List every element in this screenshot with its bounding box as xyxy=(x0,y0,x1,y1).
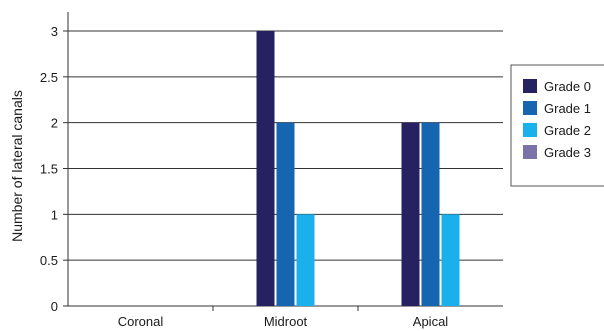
y-tick-label: 0.5 xyxy=(40,253,58,268)
y-axis-title: Number of lateral canals xyxy=(9,90,25,242)
x-axis-categories: Coronal Midroot Apical xyxy=(118,306,449,329)
legend: Grade 0 Grade 1 Grade 2 Grade 3 xyxy=(510,64,604,187)
y-tick-label: 0 xyxy=(51,299,58,314)
bar-grade-2 xyxy=(296,214,315,306)
x-category-label: Midroot xyxy=(264,314,308,329)
legend-swatch xyxy=(523,123,537,137)
y-axis-ticks: 0 0.5 1 1.5 2 2.5 3 xyxy=(40,24,68,314)
y-tick-label: 2.5 xyxy=(40,70,58,85)
bar-grade-0 xyxy=(401,122,420,307)
legend-swatch xyxy=(523,101,537,115)
x-category-label: Coronal xyxy=(118,314,164,329)
legend-label: Grade 2 xyxy=(544,123,591,138)
x-category-label: Apical xyxy=(413,314,449,329)
legend-label: Grade 3 xyxy=(544,145,591,160)
y-tick-label: 1 xyxy=(51,207,58,222)
bars xyxy=(256,31,460,307)
legend-swatch xyxy=(523,145,537,159)
y-tick-label: 3 xyxy=(51,24,58,39)
bar-grade-0 xyxy=(256,31,275,306)
bar-grade-1 xyxy=(421,122,440,307)
y-tick-label: 1.5 xyxy=(40,162,58,177)
legend-label: Grade 1 xyxy=(544,101,591,116)
bar-grade-1 xyxy=(276,122,295,307)
y-tick-label: 2 xyxy=(51,116,58,131)
legend-label: Grade 0 xyxy=(544,79,591,94)
bar-grade-2 xyxy=(441,214,460,306)
legend-swatch xyxy=(523,79,537,93)
